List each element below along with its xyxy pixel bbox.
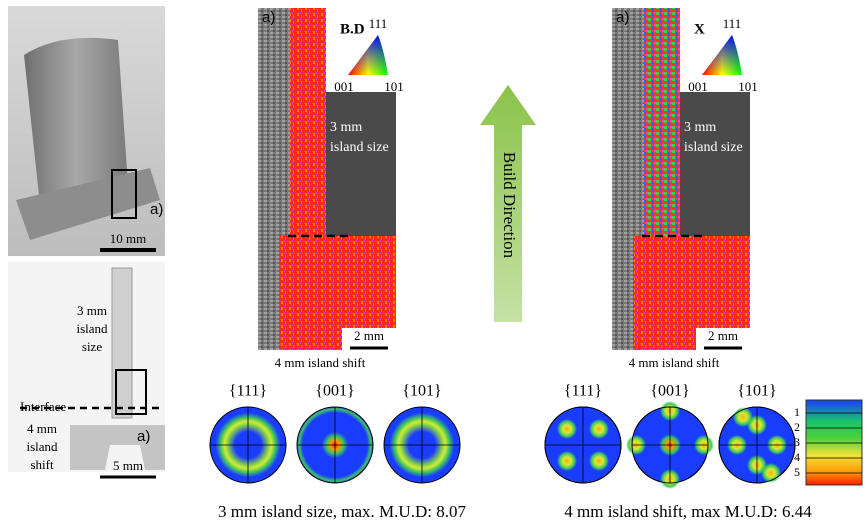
pole-spot xyxy=(589,419,609,439)
photo-bottom: 3 mm island size Interface 4 mm island s… xyxy=(8,262,165,477)
caption: 4 mm island shift, max M.U.D: 6.44 xyxy=(564,502,812,521)
region-label: a) xyxy=(137,428,150,445)
scale-tick-label: 1 xyxy=(794,405,800,419)
region-label: a) xyxy=(150,201,163,218)
pole-figure: {101} xyxy=(719,383,795,483)
direction-label: X xyxy=(694,21,705,37)
scale-tick-label: 5 xyxy=(794,465,800,479)
photo-top: a) 10 mm xyxy=(8,6,165,256)
map-label: a) xyxy=(262,9,275,26)
map-label: a) xyxy=(616,9,629,26)
ipf-corner: 111 xyxy=(369,16,388,31)
ipf-corner: 111 xyxy=(723,16,742,31)
region-text: 3 mm xyxy=(330,120,362,135)
region-text: island xyxy=(26,439,58,454)
region-text: island size xyxy=(330,140,389,155)
scale-label: 5 mm xyxy=(113,458,143,473)
pole-spot xyxy=(557,451,577,471)
pole-figure-label: {101} xyxy=(402,383,441,400)
pole-figure: {001} xyxy=(626,383,714,489)
pole-spot xyxy=(557,419,577,439)
region-text: island size xyxy=(684,140,743,155)
region-text: 3 mm xyxy=(77,303,107,318)
arrow-label: Build Direction xyxy=(500,152,519,259)
ebsd-map: a) B.D 111 001 101 3 mm island size 2 mm 4 mm is… xyxy=(210,8,466,521)
pole-figure: {001} xyxy=(297,383,373,483)
substrate xyxy=(326,92,396,236)
region-text: 3 mm xyxy=(684,120,716,135)
region-text: size xyxy=(82,339,102,354)
scale-label: 2 mm xyxy=(708,328,738,343)
scale-tick-label: 2 xyxy=(794,420,800,434)
pole-figure: {111} xyxy=(210,383,286,483)
interface-label: Interface xyxy=(20,399,66,414)
substrate xyxy=(680,92,750,236)
region-text: shift xyxy=(30,457,54,472)
pole-figure-label: {001} xyxy=(315,383,354,400)
grain-column xyxy=(290,8,326,236)
ipf-corner: 101 xyxy=(384,79,404,94)
ipf-corner: 001 xyxy=(334,79,354,94)
ipf-corner: 101 xyxy=(738,79,758,94)
caption: 3 mm island size, max. M.U.D: 8.07 xyxy=(218,502,466,521)
scale-label: 10 mm xyxy=(110,231,146,246)
scale-label: 2 mm xyxy=(354,328,384,343)
pole-figure-label: {111} xyxy=(564,383,602,400)
region-text: 4 mm xyxy=(27,421,57,436)
build-direction: Build Direction xyxy=(480,85,536,322)
pole-figure: {111} xyxy=(545,383,621,483)
ebsd-map: a) X 111 001 101 3 mm island size 2 mm 4 mm isla… xyxy=(545,8,812,521)
pole-figure: {101} xyxy=(384,383,460,483)
pole-figure-label: {111} xyxy=(229,383,267,400)
pole-spot xyxy=(589,451,609,471)
shift-label: 4 mm island shift xyxy=(629,355,720,370)
direction-label: B.D xyxy=(340,21,365,37)
shift-label: 4 mm island shift xyxy=(275,355,366,370)
region-text: island xyxy=(76,321,108,336)
ipf-corner: 001 xyxy=(688,79,708,94)
grain-column xyxy=(644,8,680,236)
pole-figure-label: {001} xyxy=(650,383,689,400)
figure: a) 10 mm 3 mm island size Interface 4 mm… xyxy=(0,0,867,529)
pole-figure-label: {101} xyxy=(737,383,776,400)
scale-tick-label: 4 xyxy=(794,450,800,464)
